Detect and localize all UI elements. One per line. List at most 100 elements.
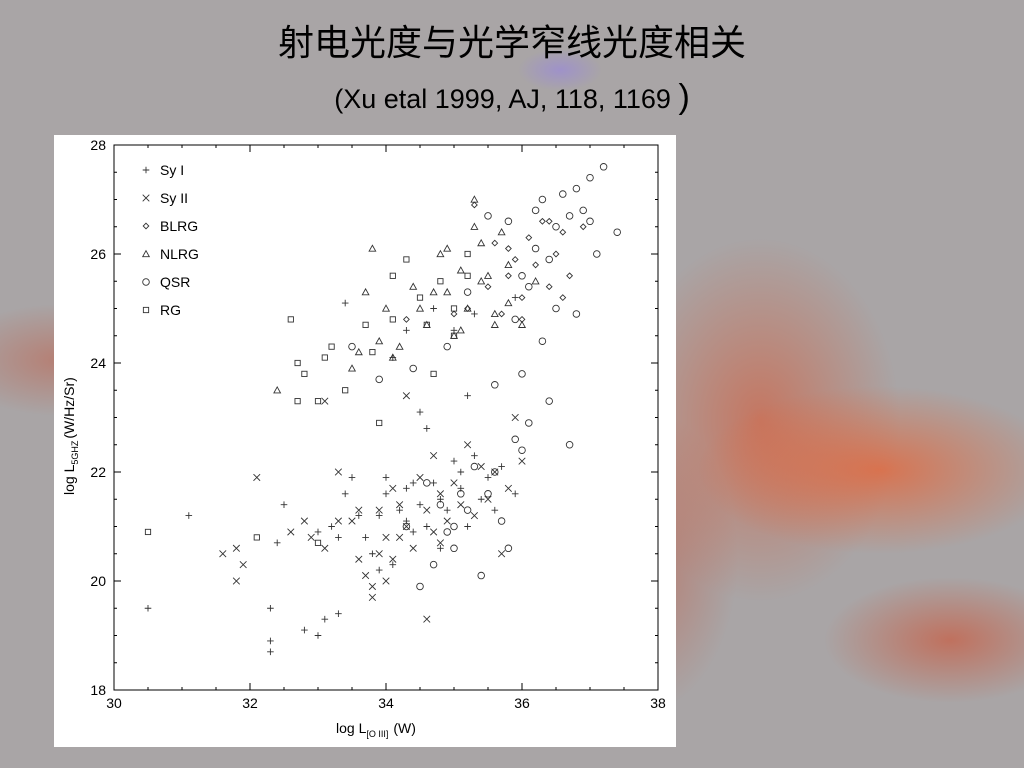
point-sy-ii bbox=[355, 506, 363, 514]
point-sy-ii bbox=[232, 577, 241, 585]
point-sy-ii bbox=[219, 550, 227, 558]
axis-ticks: 30 32 34 36 38 18 20 22 24 26 28 bbox=[90, 137, 666, 711]
point-qsr bbox=[443, 528, 451, 536]
point-blrg bbox=[552, 250, 560, 258]
point-nlrg bbox=[497, 227, 506, 236]
point-sy-i bbox=[314, 528, 322, 536]
point-blrg bbox=[504, 245, 512, 252]
point-sy-i bbox=[471, 310, 478, 318]
point-sy-i bbox=[511, 294, 519, 301]
point-nlrg bbox=[354, 347, 363, 356]
point-rg bbox=[450, 305, 458, 312]
point-rg bbox=[328, 343, 335, 350]
point-rg bbox=[294, 359, 301, 367]
point-sy-i bbox=[491, 506, 499, 514]
point-qsr bbox=[457, 490, 465, 498]
point-nlrg bbox=[381, 304, 391, 312]
point-qsr bbox=[518, 272, 526, 280]
point-qsr bbox=[559, 190, 567, 198]
point-sy-i bbox=[273, 539, 281, 547]
point-sy-i bbox=[464, 523, 471, 530]
x-axis-label-sub: [O III] bbox=[366, 729, 388, 739]
point-nlrg bbox=[415, 304, 425, 312]
point-rg bbox=[416, 294, 424, 301]
point-qsr bbox=[463, 506, 472, 514]
point-sy-i bbox=[335, 610, 342, 617]
point-sy-ii bbox=[436, 490, 445, 498]
y-tick-label: 22 bbox=[90, 464, 106, 480]
point-blrg bbox=[559, 228, 567, 236]
point-rg bbox=[314, 539, 322, 546]
legend-label-qsr: QSR bbox=[160, 274, 190, 290]
x-tick-label: 34 bbox=[378, 695, 394, 711]
point-nlrg bbox=[504, 298, 513, 307]
point-qsr bbox=[531, 206, 540, 215]
point-qsr bbox=[565, 212, 574, 220]
legend-label-nlrg: NLRG bbox=[160, 246, 199, 262]
point-rg bbox=[464, 250, 471, 258]
point-rg bbox=[287, 316, 294, 323]
point-sy-i bbox=[471, 452, 478, 459]
point-sy-ii bbox=[334, 517, 343, 525]
point-sy-i bbox=[267, 604, 274, 612]
point-sy-ii bbox=[389, 484, 397, 492]
point-sy-i bbox=[185, 512, 193, 519]
point-nlrg bbox=[463, 304, 472, 312]
point-sy-i bbox=[314, 632, 322, 639]
point-rg bbox=[294, 398, 301, 405]
point-sy-i bbox=[423, 425, 431, 432]
point-sy-i bbox=[335, 534, 342, 541]
point-qsr bbox=[348, 342, 356, 351]
point-sy-i bbox=[430, 479, 437, 487]
point-sy-i bbox=[375, 566, 383, 574]
point-qsr bbox=[402, 522, 411, 531]
point-qsr bbox=[484, 212, 492, 220]
point-nlrg bbox=[490, 320, 499, 328]
point-rg bbox=[403, 256, 410, 263]
point-qsr bbox=[565, 441, 574, 449]
point-qsr bbox=[511, 435, 519, 444]
point-sy-ii bbox=[443, 517, 451, 525]
point-nlrg bbox=[347, 364, 357, 372]
point-nlrg bbox=[470, 222, 479, 230]
point-qsr bbox=[443, 342, 451, 351]
point-sy-i bbox=[464, 392, 471, 399]
point-sy-i bbox=[389, 561, 397, 568]
point-sy-i bbox=[382, 490, 390, 498]
point-sy-ii bbox=[232, 544, 241, 552]
y-axis-label: log L5GHZ (W/Hz/Sr) bbox=[61, 377, 80, 495]
slide-title: 射电光度与光学窄线光度相关 bbox=[277, 23, 746, 64]
point-sy-i bbox=[355, 512, 363, 519]
point-sy-i bbox=[369, 550, 376, 558]
point-sy-ii bbox=[436, 539, 445, 547]
point-sy-ii bbox=[463, 441, 472, 449]
point-blrg bbox=[511, 256, 519, 263]
point-sy-i bbox=[362, 534, 369, 541]
point-sy-ii bbox=[511, 413, 519, 422]
point-nlrg bbox=[443, 244, 452, 252]
point-nlrg bbox=[443, 287, 452, 296]
point-qsr bbox=[504, 217, 513, 226]
point-nlrg bbox=[470, 195, 479, 203]
legend-marker-sy-ii bbox=[142, 194, 150, 202]
x-axis-label-main: log L bbox=[336, 720, 367, 736]
point-qsr bbox=[613, 228, 621, 236]
point-qsr bbox=[552, 222, 560, 231]
point-qsr bbox=[463, 288, 472, 296]
slide-subtitle: (Xu etal 1999, AJ, 118, 1169 ) bbox=[0, 78, 1024, 117]
point-sy-i bbox=[403, 327, 410, 334]
point-nlrg bbox=[273, 386, 282, 394]
point-qsr bbox=[552, 304, 560, 313]
point-sy-ii bbox=[457, 501, 465, 509]
point-sy-i bbox=[416, 501, 424, 508]
y-tick-label: 18 bbox=[90, 682, 106, 698]
point-rg bbox=[144, 528, 152, 536]
point-qsr bbox=[436, 500, 445, 509]
point-qsr bbox=[450, 544, 458, 553]
point-sy-ii bbox=[253, 473, 261, 482]
point-rg bbox=[314, 398, 322, 405]
point-sy-ii bbox=[484, 495, 492, 503]
point-sy-ii bbox=[300, 517, 309, 525]
point-sy-ii bbox=[348, 517, 356, 525]
point-sy-i bbox=[443, 506, 451, 514]
